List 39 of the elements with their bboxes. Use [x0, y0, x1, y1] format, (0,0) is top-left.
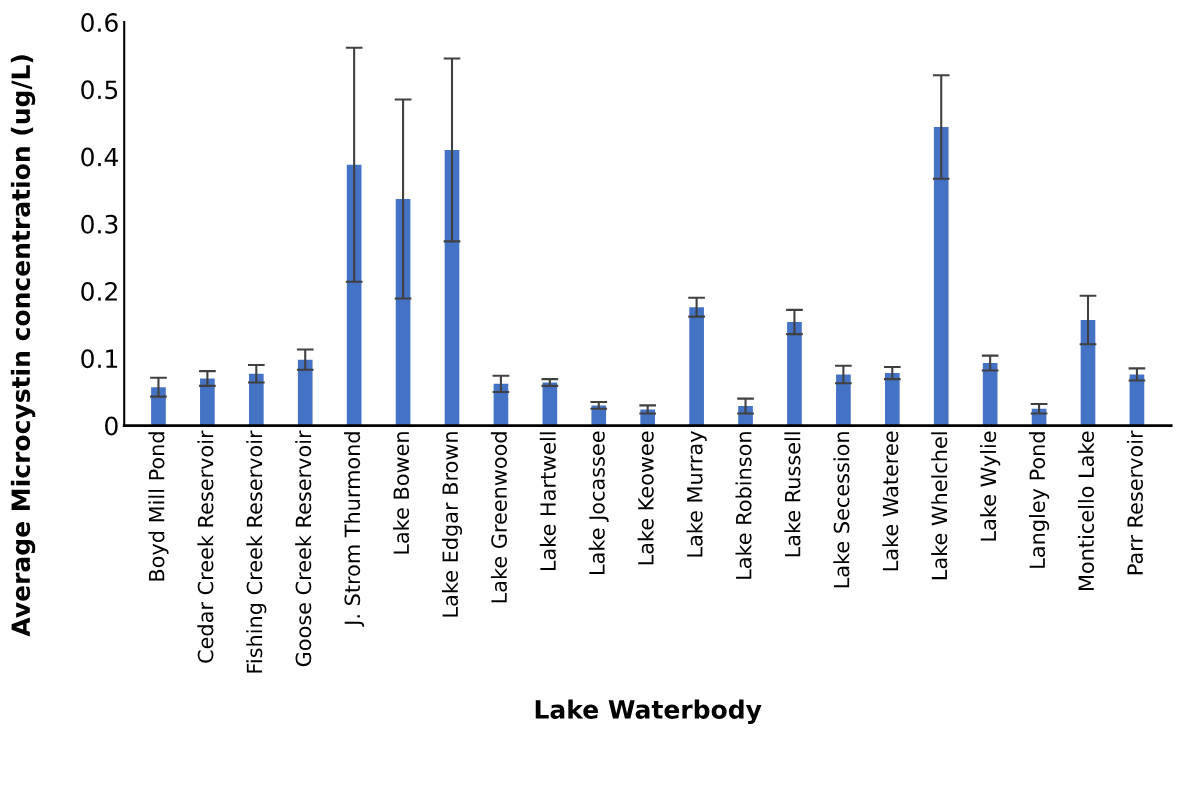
bar [836, 374, 851, 426]
x-tick-label: Lake Robinson [735, 432, 752, 579]
x-tick-label: J. Strom Thurmond [344, 432, 365, 627]
x-tick-label: Lake Whelchel [931, 432, 948, 580]
x-tick-label: Monticello Lake [1077, 431, 1095, 590]
bar [248, 373, 264, 426]
x-tick-label: Lake Hartwell [539, 432, 556, 571]
x-tick-label: Lake Greenwood [490, 432, 507, 603]
x-tick-label: Lake Keowee [637, 431, 654, 565]
bar [884, 373, 900, 426]
x-axis-title: Lake Waterbody [535, 699, 762, 724]
x-tick-label: Lake Edgar Brown [441, 432, 463, 617]
y-tick-label: 0.1 [81, 349, 118, 369]
y-tick-label: 0.6 [81, 13, 118, 32]
y-tick-label: 0.2 [81, 282, 117, 301]
bar [933, 127, 949, 426]
y-axis-title: Average Microcystin concentration (ug/L) [10, 55, 36, 637]
y-tick-label: 0.3 [81, 214, 118, 234]
x-tick-label: Lake Wylie [980, 431, 1001, 541]
bar [200, 378, 215, 426]
y-tick-label: 0 [105, 416, 118, 436]
x-tick-label: Lake Jocassee [588, 431, 609, 574]
y-tick-label: 0.5 [81, 80, 118, 100]
bar [297, 359, 313, 426]
x-tick-label: Parr Reservoir [1126, 430, 1143, 575]
x-tick-label: Goose Creek Reservoir [295, 430, 312, 667]
x-tick-label: Cedar Creek Reservoir [197, 430, 214, 663]
x-tick-label: Fishing Creek Reservoir [246, 430, 267, 673]
x-tick-label: Langley Pond [1029, 432, 1050, 568]
x-tick-label: Lake Murray [686, 431, 707, 557]
x-tick-label: Lake Bowen [393, 432, 410, 554]
x-tick-label: Lake Wateree [882, 431, 899, 571]
x-tick-label: Lake Russell [784, 432, 801, 557]
bar [787, 322, 802, 426]
x-tick-label: Boyd Mill Pond [148, 432, 169, 581]
x-tick-label: Lake Secession [833, 432, 850, 588]
bar [444, 149, 460, 426]
bar [689, 307, 704, 426]
y-tick-label: 0.4 [81, 147, 118, 167]
